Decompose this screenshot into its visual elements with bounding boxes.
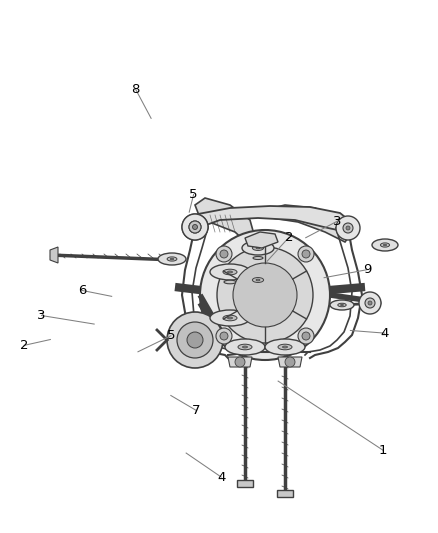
Circle shape — [220, 332, 228, 340]
Polygon shape — [237, 480, 253, 487]
Text: 5: 5 — [166, 329, 175, 342]
Ellipse shape — [210, 310, 250, 326]
Circle shape — [193, 224, 198, 229]
Ellipse shape — [283, 346, 287, 348]
Circle shape — [368, 301, 372, 305]
Polygon shape — [245, 232, 278, 248]
Polygon shape — [253, 258, 263, 278]
Text: 2: 2 — [285, 231, 293, 244]
Ellipse shape — [278, 344, 292, 350]
Text: 9: 9 — [363, 263, 371, 276]
Ellipse shape — [242, 273, 274, 287]
Circle shape — [189, 221, 201, 233]
Circle shape — [233, 263, 297, 327]
Ellipse shape — [225, 339, 265, 355]
Ellipse shape — [253, 277, 263, 279]
Circle shape — [182, 214, 208, 240]
Ellipse shape — [238, 344, 252, 350]
Circle shape — [365, 298, 375, 308]
Ellipse shape — [253, 256, 263, 260]
Text: 4: 4 — [380, 327, 389, 340]
Ellipse shape — [210, 264, 250, 280]
Circle shape — [359, 292, 381, 314]
Text: 1: 1 — [379, 444, 388, 457]
Circle shape — [336, 216, 360, 240]
Ellipse shape — [223, 315, 237, 321]
Circle shape — [346, 226, 350, 230]
Circle shape — [177, 322, 213, 358]
Text: 3: 3 — [37, 309, 46, 322]
Circle shape — [235, 357, 245, 367]
Circle shape — [193, 224, 198, 229]
Ellipse shape — [227, 271, 233, 273]
Ellipse shape — [170, 259, 174, 260]
Polygon shape — [195, 198, 255, 244]
Ellipse shape — [252, 246, 264, 251]
Circle shape — [216, 246, 232, 262]
Ellipse shape — [223, 269, 237, 275]
Circle shape — [343, 223, 353, 233]
Text: 5: 5 — [189, 188, 198, 201]
Ellipse shape — [265, 339, 305, 355]
Ellipse shape — [224, 313, 236, 317]
Polygon shape — [228, 357, 252, 367]
Text: 4: 4 — [217, 471, 226, 483]
Ellipse shape — [256, 279, 260, 281]
Circle shape — [216, 328, 232, 344]
Ellipse shape — [381, 243, 389, 247]
Circle shape — [298, 246, 314, 262]
Text: 3: 3 — [333, 215, 342, 228]
Polygon shape — [224, 282, 236, 315]
Ellipse shape — [242, 241, 274, 255]
Ellipse shape — [330, 300, 354, 310]
Ellipse shape — [243, 346, 247, 348]
Circle shape — [182, 214, 208, 240]
Circle shape — [298, 328, 314, 344]
Circle shape — [187, 332, 203, 348]
Polygon shape — [278, 357, 302, 367]
Ellipse shape — [372, 239, 398, 251]
Circle shape — [285, 357, 295, 367]
Ellipse shape — [256, 247, 260, 249]
Circle shape — [302, 250, 310, 258]
Ellipse shape — [340, 304, 343, 305]
Ellipse shape — [224, 280, 236, 284]
Polygon shape — [277, 490, 293, 497]
Ellipse shape — [167, 257, 177, 261]
Circle shape — [302, 332, 310, 340]
Ellipse shape — [338, 303, 346, 307]
Text: 2: 2 — [20, 339, 28, 352]
Polygon shape — [265, 205, 350, 242]
Circle shape — [220, 250, 228, 258]
Circle shape — [167, 312, 223, 368]
Ellipse shape — [227, 317, 233, 319]
Circle shape — [200, 230, 330, 360]
Polygon shape — [188, 206, 355, 233]
Text: 8: 8 — [131, 83, 140, 96]
Ellipse shape — [252, 278, 264, 282]
Polygon shape — [50, 247, 58, 263]
Circle shape — [217, 247, 313, 343]
Circle shape — [189, 221, 201, 233]
Text: 6: 6 — [78, 284, 87, 297]
Text: 7: 7 — [192, 404, 201, 417]
Ellipse shape — [158, 253, 186, 265]
Ellipse shape — [383, 244, 387, 246]
